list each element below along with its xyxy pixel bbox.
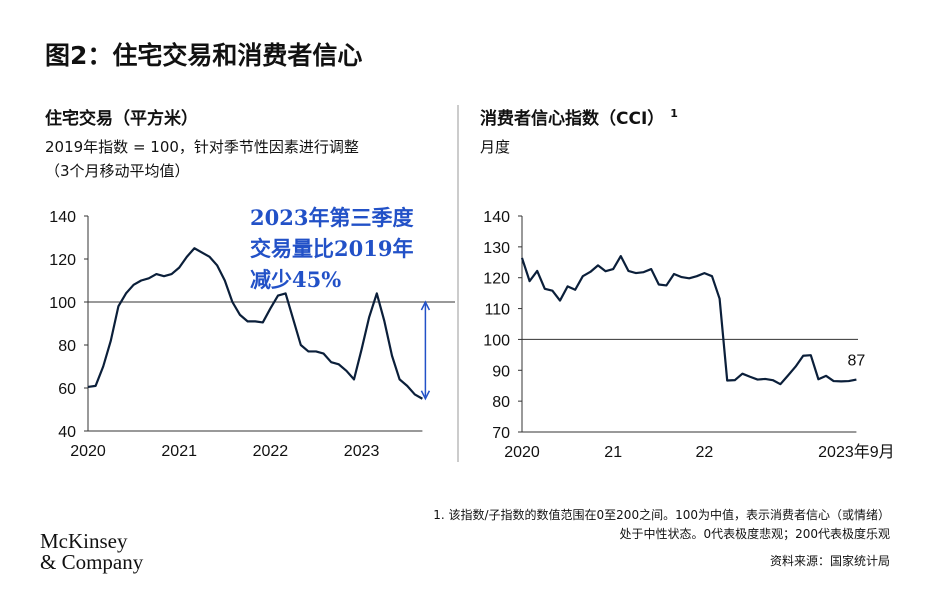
logo: McKinsey [40, 529, 128, 553]
arrow-head [420, 300, 431, 311]
y-tick-label: 110 [484, 302, 510, 319]
y-tick-label: 70 [492, 425, 510, 442]
footnote: 处于中性状态。0代表极度悲观；200代表极度乐观 [619, 526, 890, 541]
data-line [87, 247, 423, 400]
annotation: 2023年第三季度 [250, 205, 413, 230]
y-tick-label: 90 [492, 363, 510, 380]
arrow-head [420, 390, 431, 401]
annotation: 减少45% [250, 267, 341, 292]
y-tick-label: 100 [49, 295, 76, 312]
y-tick-label: 140 [483, 209, 510, 226]
y-tick-label: 140 [49, 209, 76, 226]
logo: & Company [40, 550, 144, 574]
title-note: 1 [670, 107, 678, 120]
x-tick-label: 2021 [161, 443, 197, 460]
source: 资料来源：国家统计局 [770, 553, 890, 568]
y-tick-label: 120 [49, 252, 76, 269]
data-line [520, 255, 857, 386]
y-tick-label: 130 [483, 240, 510, 257]
x-tick-label: 2023年9月 [818, 443, 895, 461]
page-title: 图2：住宅交易和消费者信心 [45, 41, 362, 70]
y-tick-label: 80 [58, 338, 76, 355]
chart-subtitle: 2019年指数 = 100，针对季节性因素进行调整 [45, 138, 359, 156]
x-tick-label: 2023 [344, 443, 380, 460]
x-tick-label: 2022 [253, 443, 289, 460]
y-tick-label: 120 [483, 271, 510, 288]
x-tick-label: 21 [604, 444, 622, 461]
chart-title: 消费者信心指数（CCI） [480, 108, 664, 129]
data-label: 87 [848, 353, 866, 370]
y-tick-label: 100 [483, 332, 510, 349]
chart-subtitle: （3个月移动平均值） [45, 162, 190, 180]
x-tick-label: 2020 [70, 443, 106, 460]
annotation: 交易量比2019年 [250, 236, 413, 261]
x-tick-label: 2020 [504, 444, 540, 461]
chart-subtitle: 月度 [480, 138, 510, 156]
y-tick-label: 80 [492, 394, 510, 411]
x-tick-label: 22 [696, 444, 714, 461]
y-tick-label: 60 [58, 381, 76, 398]
chart-title: 住宅交易（平方米） [45, 108, 198, 129]
y-tick-label: 40 [58, 424, 76, 441]
footnote: 1. 该指数/子指数的数值范围在0至200之间。100为中值，表示消费者信心（或… [433, 507, 890, 522]
